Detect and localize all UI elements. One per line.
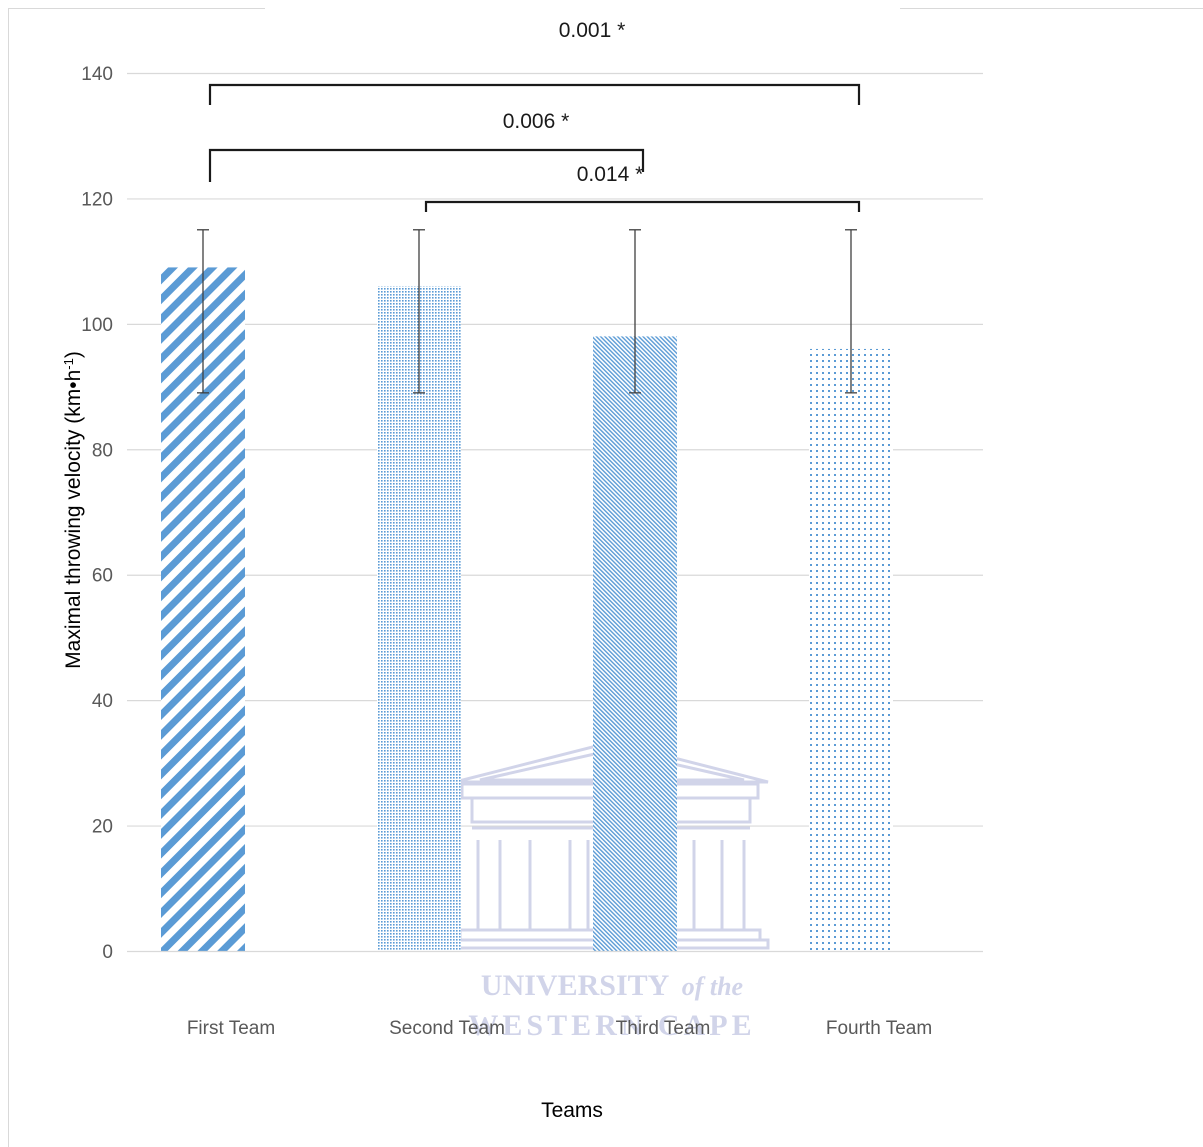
y-tick-label: 0 [102,942,113,963]
y-tick-label: 120 [81,189,113,210]
x-tick-label: First Team [187,1018,275,1039]
significance-bracket: 0.006 * [208,110,645,182]
error-bar [629,229,641,394]
y-tick-label: 20 [92,817,113,838]
watermark-line1-suffix: of the [682,972,743,1001]
y-tick-label: 100 [81,315,113,336]
significance-bracket: 0.001 * [208,6,900,105]
significance-label: 0.006 * [503,110,570,133]
error-bar [197,229,209,394]
significance-label: 0.014 * [577,163,644,186]
x-tick-label: Third Team [616,1018,711,1039]
y-tick-label: 140 [81,64,113,85]
y-tick-label: 80 [92,440,113,461]
svg-text:UNIVERSITY of the: UNIVERSITY of the [481,969,743,1002]
y-axis-ticks: 0 20 40 60 80 100 120 140 [81,64,113,963]
error-bar [845,229,857,394]
bar-fourth-team [809,348,893,951]
bars [161,267,893,951]
bar-third-team [593,336,677,951]
x-axis-title: Teams [541,1099,603,1122]
x-tick-label: Fourth Team [826,1018,932,1039]
watermark-line1: UNIVERSITY [481,969,670,1002]
significance-label: 0.001 * [559,19,626,42]
error-bar [413,229,425,394]
x-axis-ticks: First Team Second Team Third Team Fourth Te… [187,1018,932,1039]
x-tick-label: Second Team [389,1018,505,1039]
significance-brackets: 0.001 * 0.006 * 0.014 * [208,6,900,212]
y-tick-label: 40 [92,691,113,712]
error-bars [197,229,857,394]
watermark-line2: WESTERN CAPE [468,1009,755,1042]
bar-second-team [377,286,461,951]
y-axis-title: Maximal throwing velocity (km•h-1) [61,351,86,669]
significance-bracket: 0.014 * [424,163,861,212]
y-tick-label: 60 [92,566,113,587]
